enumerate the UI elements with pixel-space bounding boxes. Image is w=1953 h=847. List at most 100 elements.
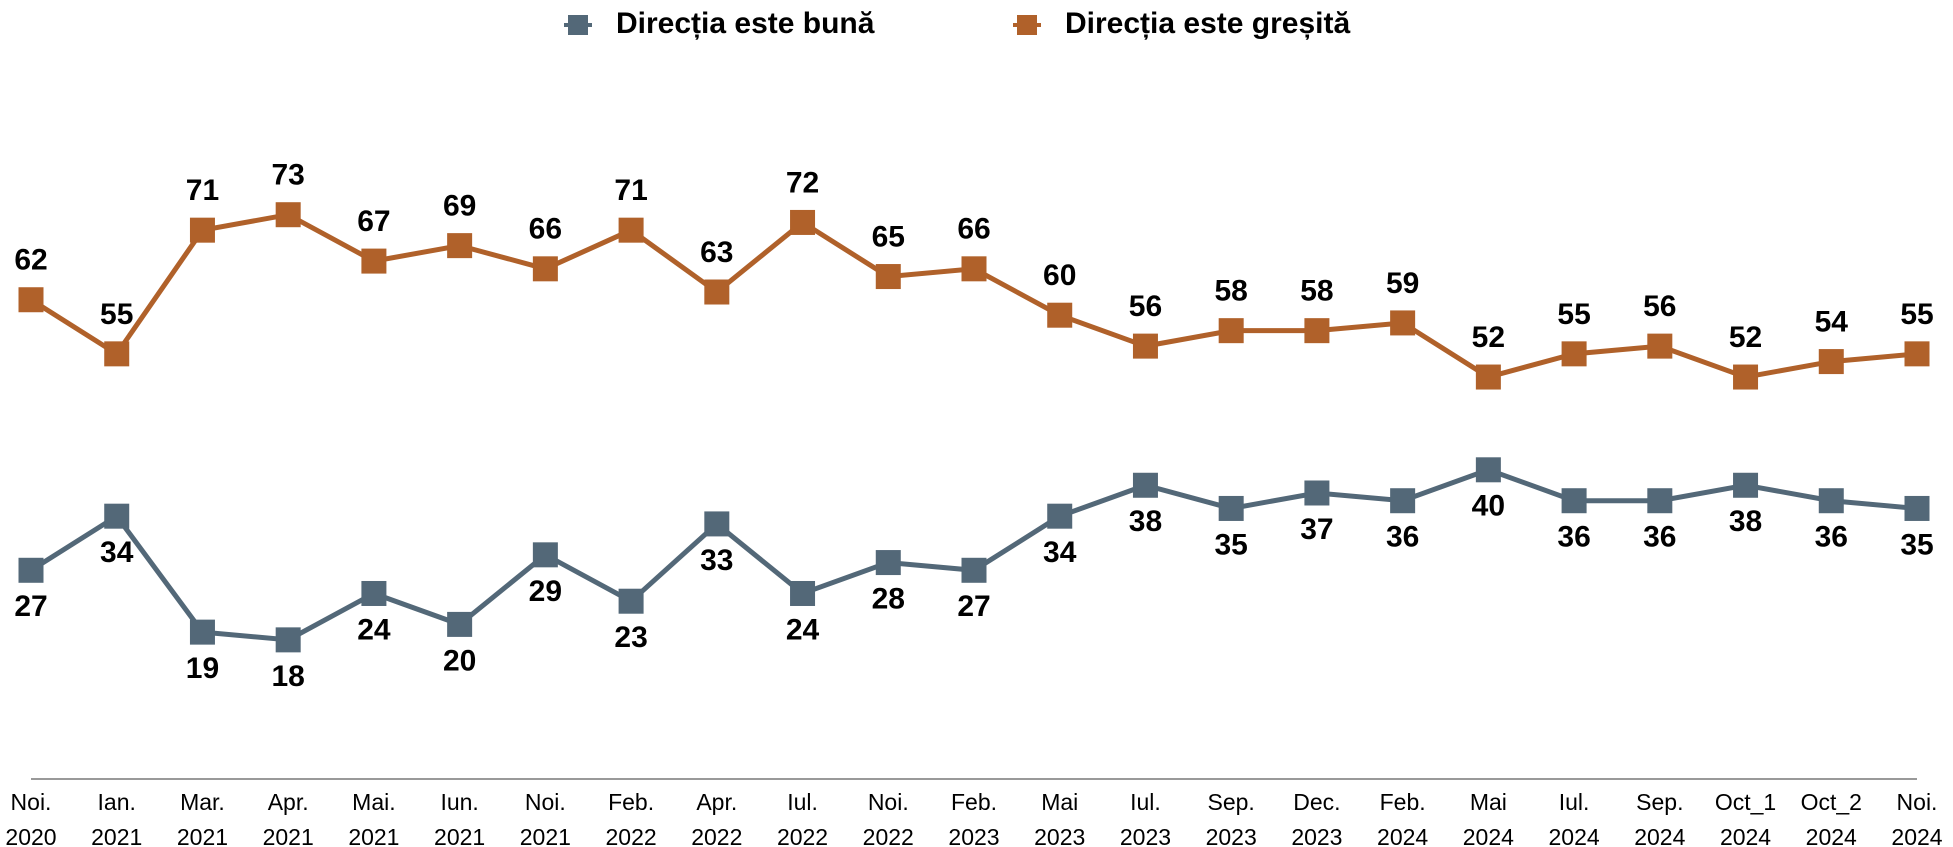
legend-marker xyxy=(568,15,588,35)
marker xyxy=(961,256,987,282)
data-label: 62 xyxy=(14,244,47,277)
marker xyxy=(361,248,387,274)
data-label: 36 xyxy=(1557,521,1590,554)
marker xyxy=(1733,472,1759,498)
data-label: 54 xyxy=(1815,306,1849,339)
x-tick-label: Noi. 2020 xyxy=(5,789,57,847)
marker xyxy=(704,279,730,305)
data-label: 36 xyxy=(1815,521,1848,554)
data-label: 27 xyxy=(957,590,990,623)
marker xyxy=(361,580,387,606)
data-label: 55 xyxy=(1900,298,1933,331)
x-tick-label: Dec. 2023 xyxy=(1291,789,1343,847)
data-label: 24 xyxy=(357,613,391,646)
data-label: 38 xyxy=(1129,505,1162,538)
marker xyxy=(1561,488,1587,514)
marker xyxy=(875,550,901,576)
data-label: 40 xyxy=(1472,490,1505,523)
x-tick-label: Mar. 2021 xyxy=(176,789,229,847)
data-label: 59 xyxy=(1386,267,1419,300)
x-tick-label: Iun. 2021 xyxy=(434,789,486,847)
data-label: 52 xyxy=(1729,321,1762,354)
marker xyxy=(1647,333,1673,359)
data-label: 58 xyxy=(1300,275,1333,308)
x-tick-label: Feb. 2022 xyxy=(605,789,657,847)
marker xyxy=(1047,503,1073,529)
marker xyxy=(1647,488,1673,514)
x-tick-label: Noi. 2022 xyxy=(862,789,914,847)
data-label: 34 xyxy=(100,536,134,569)
data-label: 28 xyxy=(872,582,905,615)
marker xyxy=(18,287,44,313)
marker xyxy=(189,217,215,243)
x-tick-label: Apr. 2021 xyxy=(262,789,314,847)
data-label: 19 xyxy=(186,652,219,685)
marker xyxy=(1818,349,1844,375)
x-tick-label: Feb. 2024 xyxy=(1377,789,1429,847)
data-label: 33 xyxy=(700,544,733,577)
x-tick-label: Apr. 2022 xyxy=(691,789,743,847)
data-label: 56 xyxy=(1643,290,1676,323)
data-label: 38 xyxy=(1729,505,1762,538)
marker xyxy=(618,588,644,614)
data-label: 37 xyxy=(1300,513,1333,546)
marker xyxy=(1475,457,1501,483)
data-label: 72 xyxy=(786,166,819,199)
marker xyxy=(104,341,130,367)
data-label: 18 xyxy=(271,660,304,693)
data-label: 65 xyxy=(872,220,905,253)
x-tick-label: Noi. 2021 xyxy=(519,789,571,847)
data-label: 60 xyxy=(1043,259,1076,292)
data-label: 63 xyxy=(700,236,733,269)
marker xyxy=(104,503,130,529)
data-label: 66 xyxy=(957,213,990,246)
marker xyxy=(1132,472,1158,498)
data-label: 67 xyxy=(357,205,390,238)
data-label: 69 xyxy=(443,190,476,223)
x-tick-label: Iul. 2024 xyxy=(1548,789,1600,847)
marker xyxy=(961,557,987,583)
marker xyxy=(790,209,816,235)
data-label: 55 xyxy=(100,298,133,331)
data-label: 23 xyxy=(614,621,647,654)
marker xyxy=(447,233,473,259)
x-tick-label: Mai. 2021 xyxy=(348,789,400,847)
data-label: 55 xyxy=(1557,298,1590,331)
data-label: 35 xyxy=(1214,528,1247,561)
data-label: 58 xyxy=(1214,275,1247,308)
marker xyxy=(1904,341,1930,367)
data-label: 36 xyxy=(1643,521,1676,554)
marker xyxy=(1047,302,1073,328)
x-tick-label: Mai 2023 xyxy=(1034,789,1086,847)
data-label: 34 xyxy=(1043,536,1077,569)
data-label: 71 xyxy=(614,174,647,207)
marker xyxy=(790,580,816,606)
x-tick-label: Oct_2 2024 xyxy=(1800,789,1862,847)
marker xyxy=(704,511,730,537)
x-tick-label: Ian. 2021 xyxy=(91,789,143,847)
marker xyxy=(875,264,901,290)
x-tick-label: Sep. 2024 xyxy=(1634,789,1686,847)
marker xyxy=(532,542,558,568)
x-tick-label: Mai 2024 xyxy=(1462,789,1514,847)
marker xyxy=(447,611,473,637)
marker xyxy=(189,619,215,645)
data-label: 56 xyxy=(1129,290,1162,323)
data-label: 27 xyxy=(14,590,47,623)
x-tick-label: Noi. 2024 xyxy=(1891,789,1943,847)
marker xyxy=(1218,495,1244,521)
data-label: 73 xyxy=(271,159,304,192)
marker xyxy=(618,217,644,243)
marker xyxy=(1218,318,1244,344)
data-label: 71 xyxy=(186,174,219,207)
data-label: 66 xyxy=(529,213,562,246)
marker xyxy=(18,557,44,583)
marker xyxy=(275,202,301,228)
data-label: 36 xyxy=(1386,521,1419,554)
marker xyxy=(1904,495,1930,521)
marker xyxy=(532,256,558,282)
data-label: 52 xyxy=(1472,321,1505,354)
data-label: 24 xyxy=(786,613,820,646)
x-tick-label: Iul. 2022 xyxy=(776,789,829,847)
